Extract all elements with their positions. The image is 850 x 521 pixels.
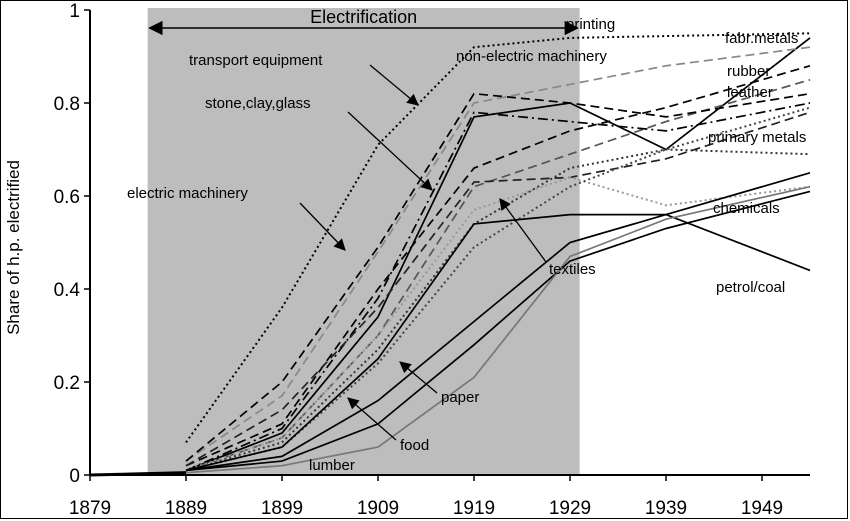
series-label-leather: leather bbox=[727, 84, 773, 101]
pointer-electric-machinery bbox=[299, 202, 346, 251]
series-label-paper: paper bbox=[441, 389, 479, 406]
series-line-chemicals bbox=[185, 176, 811, 472]
electrification-band bbox=[147, 8, 580, 475]
pointer-paper bbox=[399, 361, 438, 394]
pointer-textiles bbox=[499, 198, 547, 263]
series-line-electric-machinery bbox=[185, 111, 811, 467]
pointer-stone-clay-glass bbox=[347, 111, 433, 191]
series-line-non-electric-machinery bbox=[185, 46, 811, 462]
series-label-chemicals: chemicals bbox=[713, 200, 780, 217]
x-tick-label: 1949 bbox=[741, 498, 783, 519]
x-tick-label: 1929 bbox=[549, 498, 591, 519]
series-line-stone-clay-glass bbox=[185, 102, 811, 472]
series-line-textiles bbox=[185, 106, 811, 472]
y-tick-label: 0.4 bbox=[54, 280, 81, 301]
y-tick-label: 0.8 bbox=[54, 94, 80, 115]
series-line-lumber bbox=[185, 185, 811, 474]
x-tick-label: 1909 bbox=[357, 498, 399, 519]
series-label-non-electric-machinery: non-electric machinery bbox=[456, 48, 607, 65]
series-label-stone-clay-glass: stone,clay,glass bbox=[205, 95, 311, 112]
series-label-textiles: textiles bbox=[549, 261, 596, 278]
x-tick-label: 1919 bbox=[453, 498, 495, 519]
x-tick-label: 1939 bbox=[645, 498, 687, 519]
series-label-food: food bbox=[400, 437, 429, 454]
y-tick-label: 0.6 bbox=[54, 187, 80, 208]
series-label-fabr-metals: fabr.metals bbox=[725, 30, 798, 47]
series-label-printing: printing bbox=[566, 16, 615, 33]
y-tick-label: 0 bbox=[69, 466, 80, 487]
series-line-paper bbox=[185, 171, 811, 472]
series-line-transport-equipment bbox=[185, 92, 811, 462]
series-label-primary-metals: primary metals bbox=[708, 129, 806, 146]
series-label-transport-equipment: transport equipment bbox=[189, 52, 323, 69]
electrification-label: Electrification bbox=[310, 7, 417, 27]
series-line-food bbox=[185, 190, 811, 472]
series-label-lumber: lumber bbox=[309, 457, 355, 474]
pointer-food bbox=[347, 397, 397, 441]
y-tick-label: 1 bbox=[69, 1, 80, 22]
x-tick-label: 1889 bbox=[165, 498, 207, 519]
series-label-rubber: rubber bbox=[727, 63, 770, 80]
y-tick-label: 0.2 bbox=[54, 373, 80, 394]
x-tick-label: 1899 bbox=[261, 498, 303, 519]
series-line-rubber bbox=[185, 64, 811, 467]
y-axis-title: Share of h.p. electrified bbox=[4, 160, 23, 335]
series-label-petrol-coal: petrol/coal bbox=[716, 279, 785, 296]
series-label-electric-machinery: electric machinery bbox=[127, 185, 248, 202]
pointer-transport-equipment bbox=[369, 64, 419, 106]
x-tick-label: 1879 bbox=[69, 498, 111, 519]
